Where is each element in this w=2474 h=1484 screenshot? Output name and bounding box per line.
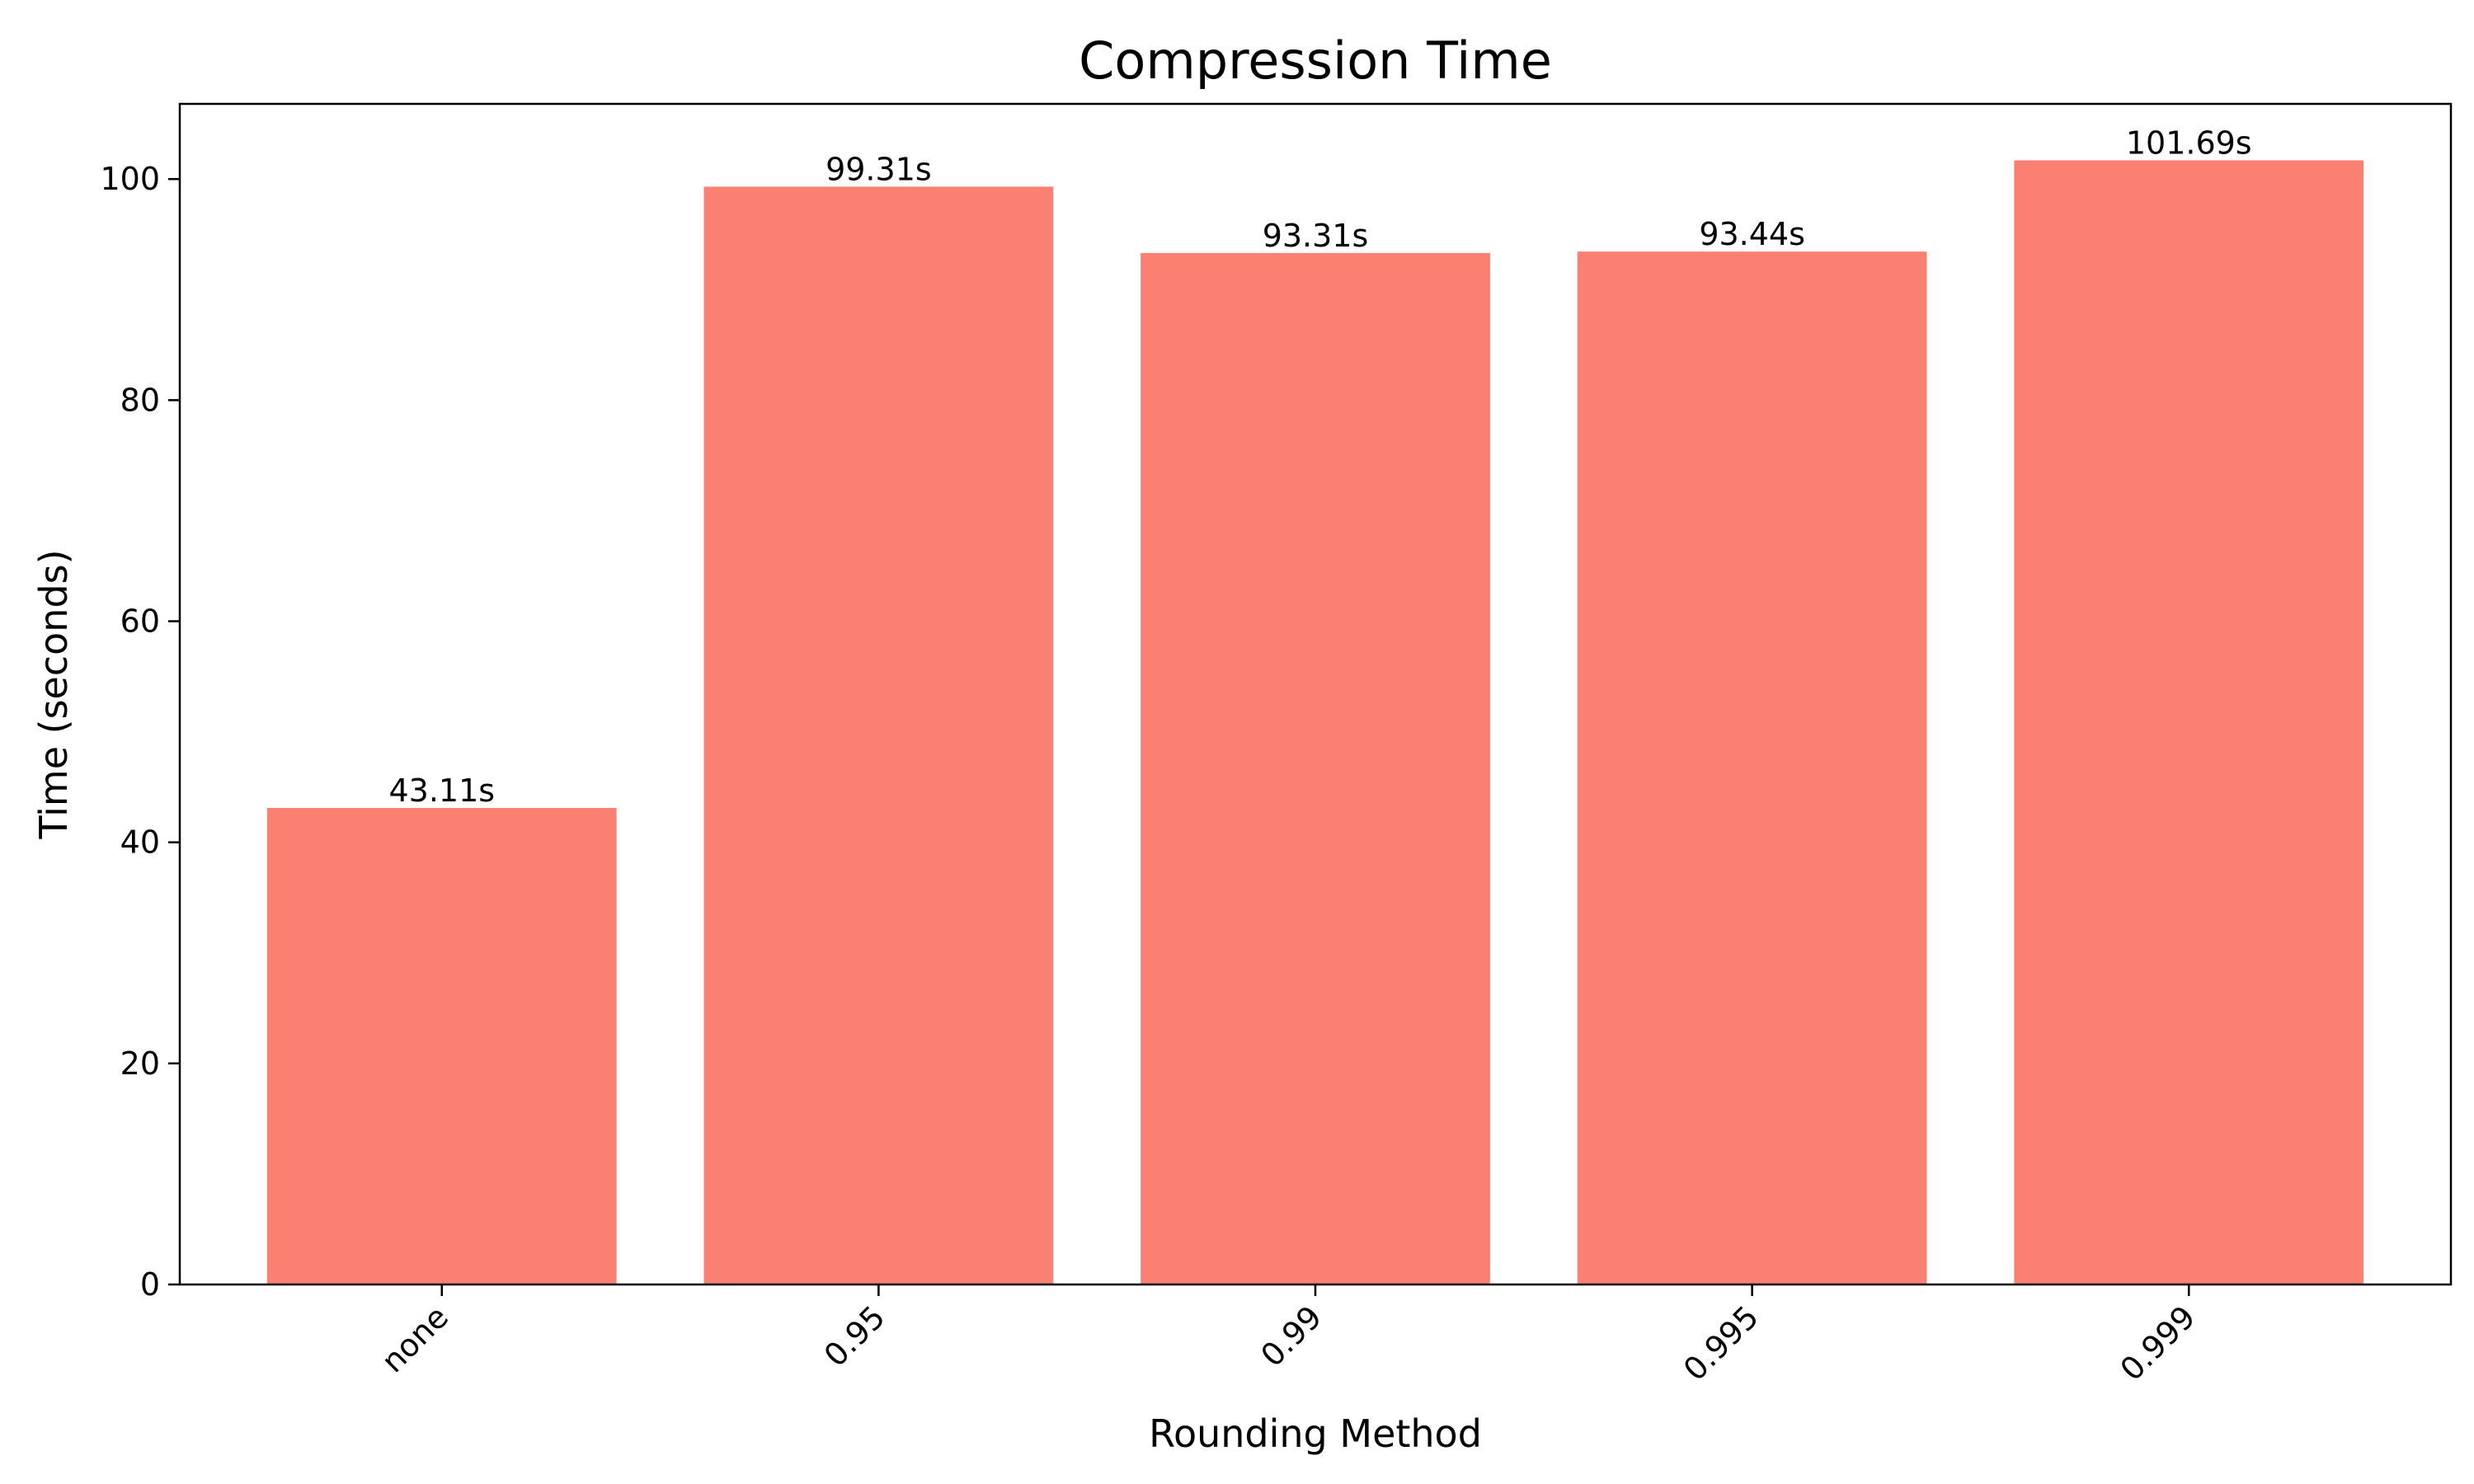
bars-layer [266,160,2364,1285]
bar-value-label: 93.44s [1699,216,1805,252]
y-axis: 0 20 40 60 80 100 [100,161,180,1303]
y-tick-label: 20 [120,1045,160,1082]
y-tick-label: 0 [140,1266,160,1303]
y-tick-label: 80 [120,382,160,418]
y-tick-label: 60 [120,603,160,640]
y-axis-label: Time (seconds) [31,549,76,839]
bar-value-label: 99.31s [825,151,932,187]
bar-value-label: 101.69s [2126,125,2252,162]
bar-0.995 [1577,251,1927,1285]
chart-title: Compression Time [1079,31,1552,91]
x-axis-label: Rounding Method [1149,1411,1482,1456]
bar-0.999 [2014,160,2364,1284]
bar-0.95 [703,186,1054,1284]
x-tick-label: 0.995 [1677,1298,1766,1388]
x-tick-label: 0.99 [1253,1298,1329,1374]
bar-none [266,807,617,1284]
data-labels-layer: 43.11s 99.31s 93.31s 93.44s 101.69s [388,125,2251,809]
x-tick-label: 0.999 [2114,1298,2203,1388]
bar-value-label: 93.31s [1263,218,1369,254]
y-tick-label: 100 [100,161,160,197]
bar-0.99 [1141,252,1490,1284]
x-tick-label: none [374,1298,455,1379]
bar-value-label: 43.11s [388,773,495,809]
x-axis: none 0.95 0.99 0.995 0.999 [374,1284,2203,1388]
y-tick-label: 40 [120,824,160,861]
x-tick-label: 0.95 [817,1298,892,1374]
